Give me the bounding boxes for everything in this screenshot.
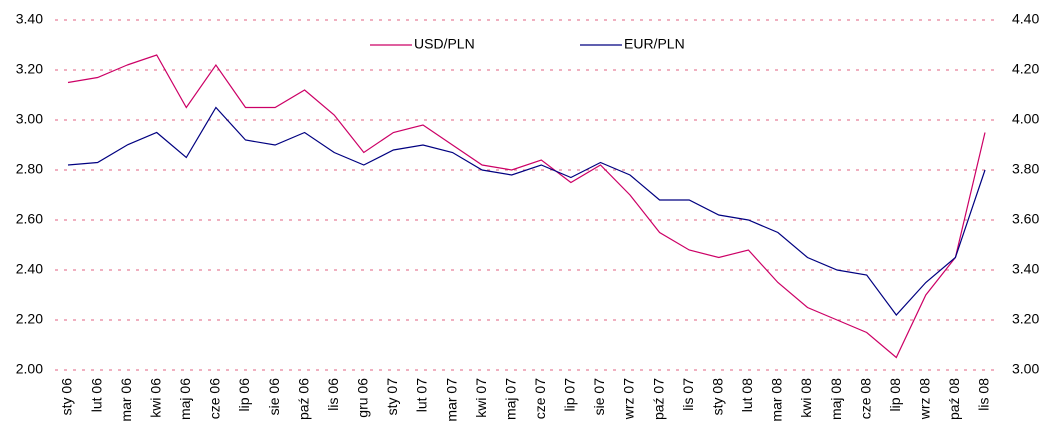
x-tick-label: lip 07 (562, 378, 578, 412)
x-tick-label: maj 06 (177, 378, 193, 420)
x-tick-label: kwi 07 (473, 378, 489, 418)
x-tick-label: mar 06 (118, 378, 134, 422)
x-tick-label: lip 06 (236, 378, 252, 412)
x-tick-label: mar 07 (443, 378, 459, 422)
x-tick-label: mar 08 (769, 378, 785, 422)
y-tick-label: 2.40 (16, 261, 43, 277)
y-tick-label: 2.20 (16, 311, 43, 327)
line-series (67, 54, 986, 359)
x-tick-label: sie 07 (591, 378, 607, 416)
x-tick-label: kwi 06 (147, 378, 163, 418)
x-tick-label: lut 07 (414, 378, 430, 412)
legend-label: USD/PLN (414, 36, 475, 52)
x-tick-label: paź 08 (946, 378, 962, 420)
line-series (67, 106, 986, 316)
y2-tick-label: 4.00 (1012, 111, 1039, 127)
x-tick-label: sie 06 (266, 378, 282, 416)
x-tick-label: lis 06 (325, 378, 341, 411)
y2-tick-label: 3.40 (1012, 261, 1039, 277)
x-tick-label: wrz 07 (621, 378, 637, 420)
x-tick-label: lut 08 (739, 378, 755, 412)
y-tick-label: 2.00 (16, 361, 43, 377)
x-tick-label: lis 08 (976, 378, 992, 411)
x-tick-label: wrz 08 (917, 378, 933, 420)
x-tick-label: kwi 08 (798, 378, 814, 418)
x-tick-label: cze 07 (532, 378, 548, 419)
y-tick-label: 3.20 (16, 61, 43, 77)
y2-tick-label: 4.40 (1012, 11, 1039, 27)
x-tick-label: cze 06 (207, 378, 223, 419)
y2-tick-label: 4.20 (1012, 61, 1039, 77)
x-tick-label: sty 06 (59, 378, 75, 416)
x-tick-label: lut 06 (88, 378, 104, 412)
y-tick-label: 3.00 (16, 111, 43, 127)
y2-tick-label: 3.80 (1012, 161, 1039, 177)
y-tick-label: 3.40 (16, 11, 43, 27)
x-tick-label: lis 07 (680, 378, 696, 411)
x-tick-label: maj 07 (502, 378, 518, 420)
x-tick-label: gru 06 (355, 378, 371, 418)
y-tick-label: 2.80 (16, 161, 43, 177)
x-tick-label: lip 08 (887, 378, 903, 412)
x-tick-label: cze 08 (857, 378, 873, 419)
y2-tick-label: 3.00 (1012, 361, 1039, 377)
x-tick-label: sty 07 (384, 378, 400, 416)
y-tick-label: 2.60 (16, 211, 43, 227)
x-tick-label: paź 06 (295, 378, 311, 420)
x-tick-label: paź 07 (650, 378, 666, 420)
x-tick-label: maj 08 (828, 378, 844, 420)
y2-tick-label: 3.60 (1012, 211, 1039, 227)
legend-label: EUR/PLN (624, 36, 685, 52)
x-tick-label: sty 08 (709, 378, 725, 416)
y2-tick-label: 3.20 (1012, 311, 1039, 327)
